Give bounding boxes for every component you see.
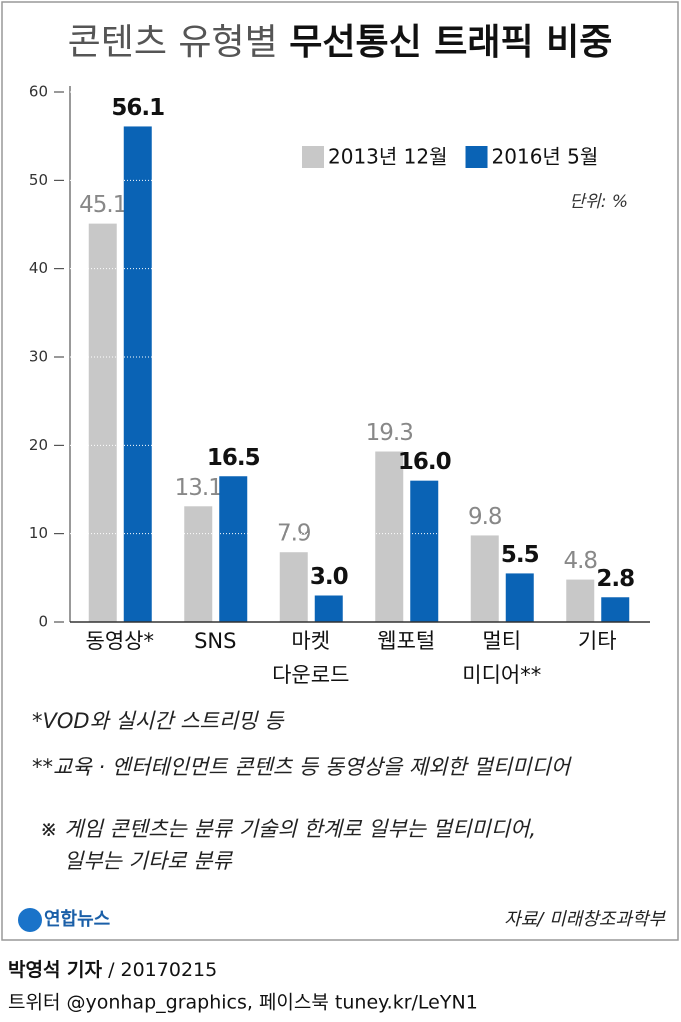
note: **교육 · 엔터테인먼트 콘텐츠 등 동영상을 제외한 멀티미디어 bbox=[32, 755, 573, 779]
bar bbox=[566, 579, 595, 622]
y-tick-label: 30 bbox=[29, 348, 48, 366]
bar bbox=[88, 223, 117, 622]
x-tick-label: 기타 bbox=[578, 629, 617, 653]
y-tick-label: 20 bbox=[29, 436, 48, 454]
bar bbox=[375, 451, 404, 622]
value-label: 4.8 bbox=[563, 548, 597, 574]
y-tick-label: 10 bbox=[29, 524, 48, 542]
source: 자료/ 미래창조과학부 bbox=[504, 909, 666, 930]
legend-swatch bbox=[465, 146, 488, 168]
y-tick-label: 40 bbox=[29, 259, 48, 277]
x-tick-label: 다운로드 bbox=[272, 663, 349, 687]
value-label: 16.0 bbox=[398, 449, 451, 475]
x-tick-label: 동영상* bbox=[86, 629, 154, 653]
value-label: 16.5 bbox=[207, 445, 260, 471]
x-tick-label: 멀티 bbox=[482, 629, 521, 653]
x-tick-label: 미디어** bbox=[462, 663, 541, 687]
bar bbox=[123, 126, 152, 622]
x-tick-label: SNS bbox=[194, 629, 236, 653]
date: / 20170215 bbox=[108, 959, 217, 981]
y-tick-label: 60 bbox=[29, 83, 48, 101]
y-tick-label: 50 bbox=[29, 171, 48, 189]
value-label: 7.9 bbox=[277, 521, 311, 547]
value-label: 3.0 bbox=[310, 564, 348, 590]
bar bbox=[314, 595, 343, 622]
byline: 박영석 기자 bbox=[8, 959, 103, 981]
x-tick-label: 마켓 bbox=[291, 629, 330, 653]
logo: 연합뉴스 bbox=[44, 908, 110, 930]
note: *VOD와 실시간 스트리밍 등 bbox=[32, 709, 285, 733]
bar bbox=[219, 476, 248, 622]
value-label: 5.5 bbox=[501, 542, 539, 568]
chart-title: 콘텐츠 유형별 무선통신 트래픽 비중 bbox=[68, 22, 613, 63]
legend-label: 2016년 5월 bbox=[492, 145, 599, 169]
bar bbox=[184, 506, 213, 622]
note: 일부는 기타로 분류 bbox=[64, 849, 234, 873]
unit: 단위: % bbox=[569, 192, 628, 212]
value-label: 9.8 bbox=[468, 504, 502, 530]
title-light: 콘텐츠 유형별 bbox=[68, 22, 278, 63]
value-label: 13.1 bbox=[175, 475, 222, 501]
social: 트위터 @yonhap_graphics, 페이스북 tuney.kr/LeYN… bbox=[8, 992, 478, 1014]
x-tick-label: 웹포털 bbox=[377, 629, 435, 653]
title-bold: 무선통신 트래픽 비중 bbox=[289, 22, 612, 63]
note: ※ 게임 콘텐츠는 분류 기술의 한계로 일부는 멀티미디어, bbox=[40, 817, 536, 841]
value-label: 45.1 bbox=[79, 192, 126, 218]
value-label: 2.8 bbox=[596, 566, 634, 592]
bar bbox=[601, 597, 630, 622]
y-tick-label: 0 bbox=[38, 613, 48, 631]
value-label: 19.3 bbox=[366, 420, 413, 446]
bar bbox=[505, 573, 534, 622]
byline-row: 박영석 기자 / 20170215 bbox=[8, 959, 217, 981]
bar bbox=[279, 552, 308, 622]
legend-swatch bbox=[302, 146, 324, 168]
bar bbox=[470, 535, 499, 622]
bar bbox=[410, 480, 439, 622]
legend-label: 2013년 12월 bbox=[328, 145, 448, 169]
value-label: 56.1 bbox=[111, 95, 164, 121]
logo-icon bbox=[18, 908, 42, 932]
